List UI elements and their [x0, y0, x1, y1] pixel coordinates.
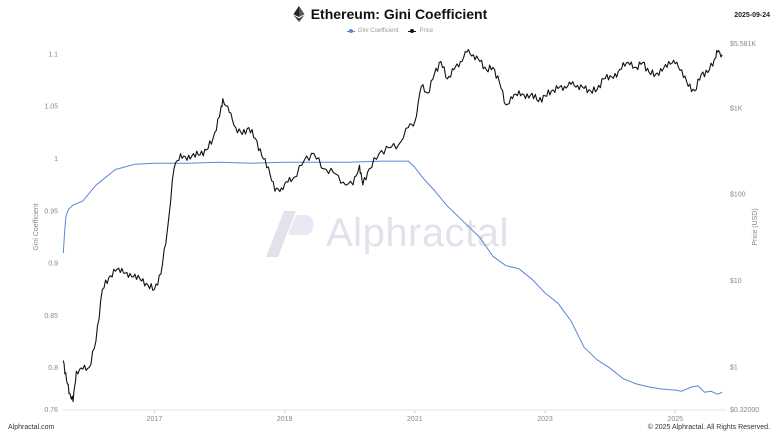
chart-title: Ethereum: Gini Coefficient	[310, 6, 488, 22]
left-tick-label: 0.85	[44, 313, 58, 320]
chart-header: Ethereum: Gini Coefficient	[0, 6, 780, 22]
legend-gini-label: Gini Coefficient	[357, 28, 399, 34]
watermark-text: Alphractal	[326, 210, 509, 255]
right-axis-ticks: $0.32000 $1 $10 $100 $1K $5.581K	[730, 41, 759, 414]
x-tick-label: 2023	[537, 416, 553, 423]
legend-price-swatch	[408, 29, 417, 33]
right-tick-label: $1K	[730, 105, 743, 112]
right-tick-label: $0.32000	[730, 407, 759, 414]
legend-gini-swatch	[346, 29, 355, 33]
left-tick-label: 0.8	[48, 365, 58, 372]
right-tick-label: $1	[730, 364, 738, 371]
ethereum-icon	[293, 6, 305, 22]
left-tick-label: 1.05	[44, 104, 58, 111]
left-tick-label: 0.95	[44, 208, 58, 215]
left-tick-label: 1.1	[48, 51, 58, 58]
left-tick-label: 0.76	[44, 407, 58, 414]
x-axis-ticks: 2017 2019 2021 2023 2025	[147, 410, 683, 423]
alphractal-logo-icon	[266, 211, 314, 257]
right-tick-label: $5.581K	[730, 41, 756, 48]
left-tick-label: 1	[54, 156, 58, 163]
x-tick-label: 2025	[667, 416, 683, 423]
legend: Gini Coefficient Price	[0, 28, 780, 34]
watermark: Alphractal	[262, 205, 509, 261]
x-tick-label: 2019	[277, 416, 293, 423]
right-tick-label: $10	[730, 278, 742, 285]
legend-item-price[interactable]: Price	[408, 28, 433, 34]
x-tick-label: 2021	[407, 416, 423, 423]
legend-item-gini[interactable]: Gini Coefficient	[346, 28, 399, 34]
left-axis-ticks: 0.76 0.8 0.85 0.9 0.95 1 1.05 1.1	[44, 51, 58, 414]
x-tick-label: 2017	[147, 416, 163, 423]
date-label: 2025-09-24	[734, 12, 770, 19]
price-series-line	[62, 49, 723, 403]
series-layer	[62, 49, 723, 403]
left-axis-title: Gini Coefficient	[33, 203, 40, 250]
footer-site[interactable]: Alphractal.com	[8, 424, 55, 431]
gini-series-line	[62, 160, 723, 395]
footer-copyright: © 2025 Alphractal. All Rights Reserved.	[647, 424, 770, 431]
legend-price-label: Price	[419, 28, 434, 34]
left-tick-label: 0.9	[48, 261, 58, 268]
right-axis-title: Price (USD)	[752, 208, 759, 245]
right-tick-label: $100	[730, 192, 746, 199]
